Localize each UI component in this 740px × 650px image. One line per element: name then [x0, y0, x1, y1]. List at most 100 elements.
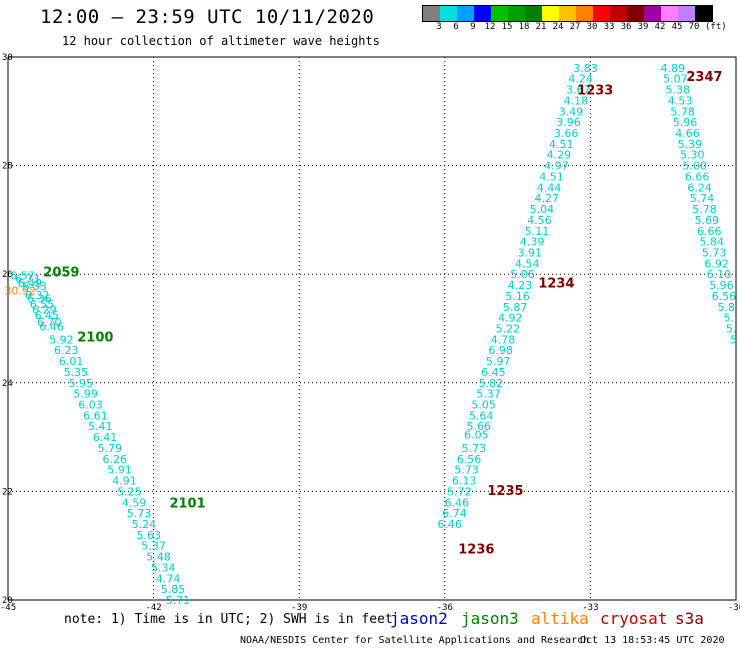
wave-height-value: 6.55: [30, 298, 55, 311]
sat-label-s3a: s3a: [675, 609, 704, 628]
wave-height-value: 3.49: [559, 105, 584, 118]
wave-height-value: 5.: [723, 312, 734, 325]
wave-height-value: 5.95: [69, 377, 94, 390]
wave-height-value: 5.39: [678, 138, 703, 151]
legend-label: 33: [603, 22, 615, 32]
wave-height-value: 6.36: [27, 293, 52, 306]
wave-height-value: 4.18: [564, 94, 589, 107]
wave-height-value: 6.03: [78, 399, 103, 412]
y-tick-label: 22: [2, 487, 13, 497]
legend-label: 9: [470, 22, 476, 32]
wave-height-value: 6.73: [15, 273, 40, 286]
wave-height-value: 5.66: [467, 420, 492, 433]
pass-time-label: 2100: [77, 331, 113, 346]
legend-swatch: [678, 6, 695, 21]
legend-swatch: [491, 6, 508, 21]
x-tick-label: -42: [145, 603, 161, 613]
legend-label: 70: [688, 22, 700, 32]
wave-height-value: 4.91: [112, 475, 137, 488]
wave-height-value: 5.16: [505, 290, 530, 303]
color-scale-legend: [422, 5, 713, 22]
wave-height-value: 6.23: [54, 344, 79, 357]
legend-label: 39: [637, 22, 649, 32]
y-tick-label: 30: [2, 53, 13, 63]
wave-height-value: 5.82: [479, 377, 504, 390]
wave-height-value: 5.92: [49, 333, 74, 346]
legend-swatch: [644, 6, 661, 21]
wave-height-value: 4.92: [498, 312, 523, 325]
page-title: 12:00 — 23:59 UTC 10/11/2020: [40, 6, 375, 28]
wave-height-value-high: 30.92: [4, 284, 36, 297]
wave-height-value: 6.70: [37, 316, 62, 329]
y-tick-label: 20: [2, 596, 13, 606]
wave-height-value: 6.10: [707, 268, 732, 281]
map-frame: [7, 56, 737, 601]
wave-height-value: 5.00: [682, 160, 707, 173]
wave-height-value: 3.83: [573, 62, 598, 75]
wave-height-value: 4.44: [537, 181, 562, 194]
wave-height-value: 3.91: [517, 246, 542, 259]
wave-height-value: 5.72: [447, 485, 472, 498]
wave-height-value: 5.35: [64, 366, 89, 379]
wave-height-value: 5.48: [146, 551, 171, 564]
wave-height-value: 5.05: [471, 399, 496, 412]
wave-height-value: 5.34: [151, 561, 176, 574]
wave-height-value: 4.97: [544, 160, 569, 173]
wave-height-value: 6.05: [464, 428, 489, 441]
wave-height-value: 6.45: [35, 309, 60, 322]
wave-height-value: 6.41: [93, 431, 118, 444]
wave-height-value: 4.51: [539, 170, 564, 183]
wave-height-value: 4.74: [156, 572, 181, 585]
wave-height-value: 6.56: [712, 290, 737, 303]
wave-height-value: 6.56: [457, 453, 482, 466]
wave-height-value: 5.73: [462, 442, 487, 455]
legend-swatch: [457, 6, 474, 21]
legend-swatch: [610, 6, 627, 21]
legend-label: 27: [569, 22, 581, 32]
legend-swatch: [661, 6, 678, 21]
wave-height-value: 5.22: [496, 323, 521, 336]
legend-label: 30: [586, 22, 598, 32]
wave-height-value: 5.87: [503, 301, 528, 314]
wave-height-value: 4.24: [568, 73, 593, 86]
legend-label: 12: [484, 22, 496, 32]
wave-height-value: 6.98: [488, 344, 513, 357]
legend-label: 42: [654, 22, 666, 32]
wave-height-value: 5.84: [699, 236, 724, 249]
x-tick-label: -39: [291, 603, 307, 613]
wave-height-value: 5.11: [525, 225, 550, 238]
sat-label-jason2: jason2: [390, 609, 448, 628]
sat-label-altika: altika: [531, 609, 589, 628]
pass-time-label: 1233: [577, 84, 613, 99]
wave-height-value: 4.53: [668, 94, 693, 107]
wave-height-value: 4.59: [122, 496, 147, 509]
wave-height-value: 5.07: [663, 73, 688, 86]
wave-height-value: 4.56: [527, 214, 552, 227]
wave-height-value: 5.24: [132, 518, 157, 531]
wave-height-value: 6.49: [18, 277, 43, 290]
wave-height-value: 5.99: [73, 388, 98, 401]
wave-height-value: 5.78: [670, 105, 695, 118]
wave-height-value: 6.74: [442, 507, 467, 520]
pass-time-label: 2347: [686, 70, 722, 85]
pass-time-label: 1236: [458, 542, 494, 557]
pass-time-label: 1235: [487, 484, 523, 499]
wave-height-value: 5.69: [695, 214, 720, 227]
wave-height-value: 5.38: [666, 84, 691, 97]
legend-swatch: [695, 6, 712, 21]
wave-height-value: 6.45: [481, 366, 506, 379]
sat-label-cryosat: cryosat: [600, 609, 668, 628]
x-tick-label: -45: [0, 603, 16, 613]
wave-height-value: 6.01: [59, 355, 84, 368]
wave-height-value: 5.85: [161, 583, 186, 596]
y-tick-label: 26: [2, 270, 13, 280]
wave-height-value: 6.66: [685, 170, 710, 183]
legend-label: 3: [436, 22, 442, 32]
wave-height-value: 5.8: [718, 301, 736, 314]
pass-time-label: 2059: [43, 265, 79, 280]
wave-height-value: 5.64: [469, 409, 494, 422]
legend-swatch: [423, 6, 440, 21]
wave-height-value: 6.46: [445, 496, 470, 509]
wave-height-value: 6.32: [25, 289, 50, 302]
